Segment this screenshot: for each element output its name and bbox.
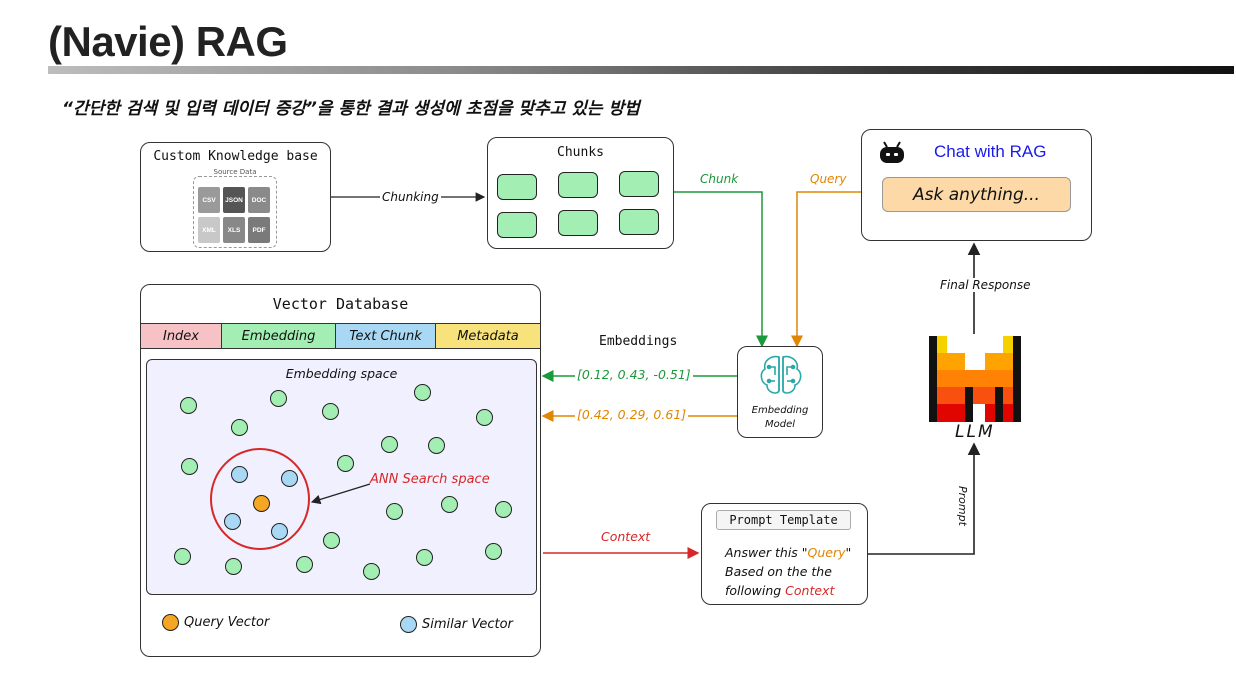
similar-vector-point [224,513,241,530]
similar-vector-point [281,470,298,487]
prompt-line-1-quote-open: " [801,545,808,560]
embedding-point [296,556,313,573]
chunk-label: Chunk [700,172,739,186]
vector-database-box: Vector Database Index Embedding Text Chu… [140,284,541,657]
chat-title: Chat with RAG [934,142,1047,161]
chunk-arrow [674,191,768,348]
embedding-point [181,458,198,475]
title-rule [48,66,1234,74]
embedding-point [476,409,493,426]
prompt-arrow [868,442,981,555]
prompt-template-title: Prompt Template [716,510,851,530]
embedding-point [363,563,380,580]
embedding-space-label: Embedding space [285,366,398,381]
embedding-model-label-2: Model [764,419,796,430]
embedding-point [414,384,431,401]
embedding-point [225,558,242,575]
chunk-item [558,172,598,198]
embedding-point [441,496,458,513]
embedding-point [337,455,354,472]
embedding-point [416,549,433,566]
chunk-item [497,174,537,200]
csv-file-icon: CSV [198,187,220,213]
embedding-point [485,543,502,560]
llm-label: LLM [955,422,995,442]
doc-file-icon: DOC [248,187,270,213]
legend-similar-marker [400,616,417,633]
embedding-point [386,503,403,520]
column-embedding: Embedding [222,324,336,348]
llm-logo [929,336,1021,422]
embedding-point [174,548,191,565]
source-data-label: Source Data [194,168,276,176]
prompt-line-3-prefix: following [725,583,786,598]
similar-vector-point [271,523,288,540]
embedding-model-box: Embedding Model [737,346,823,438]
brain-chip-icon [760,355,802,394]
embedding-model-label-1: Embedding [751,405,809,416]
query-vector-point [253,495,270,512]
prompt-template-box: Prompt Template Answer this "Query" Base… [701,503,868,605]
column-metadata: Metadata [436,324,540,348]
chunk-item [497,212,537,238]
json-file-icon: JSON [223,187,245,213]
bot-icon [880,141,904,163]
chunk-item [619,209,659,235]
prompt-line-1-prefix: Answer this [725,545,802,560]
chat-box: Chat with RAG Ask anything... [861,129,1092,241]
embedding-space: Embedding space [146,359,537,595]
embedding-point [322,403,339,420]
ann-search-label: ANN Search space [370,472,490,487]
vector-database-columns: Index Embedding Text Chunk Metadata [141,323,540,349]
column-index: Index [141,324,222,348]
similar-vector-point [231,466,248,483]
chunks-title: Chunks [557,145,604,160]
embedding-point [381,436,398,453]
chunks-box: Chunks [487,137,674,249]
pdf-file-icon: PDF [248,217,270,243]
page-title: (Navie) RAG [48,18,288,65]
query-label: Query [810,172,847,186]
legend-similar-label: Similar Vector [422,617,513,632]
xls-file-icon: XLS [223,217,245,243]
prompt-line-1-quote-close: " [845,545,852,560]
chat-input[interactable]: Ask anything... [882,177,1071,212]
embedding-point [428,437,445,454]
query-arrow [791,191,861,348]
page-subtitle: “간단한 검색 및 입력 데이터 증강”을 통한 결과 생성에 초점을 맞추고 … [62,99,640,119]
chunking-label: Chunking [380,190,441,204]
legend-query-marker [162,614,179,631]
prompt-query-highlight: Query [807,545,846,560]
embedding-vector-1: [0.12, 0.43, -0.51] [575,367,693,382]
source-data-group: Source Data CSV JSON DOC XML XLS PDF [193,168,277,248]
ann-pointer-arrow [310,483,371,505]
final-response-label: Final Response [938,278,1033,292]
prompt-line-2: Based on the the [725,564,832,579]
embeddings-label: Embeddings [599,334,678,349]
prompt-line-1: Answer this "Query" [725,545,851,560]
embedding-point [495,501,512,518]
knowledge-base-box: Custom Knowledge base Source Data CSV JS… [140,142,331,252]
embedding-point [270,390,287,407]
embedding-point [323,532,340,549]
chunk-item [558,210,598,236]
prompt-line-3: following Context [725,583,834,598]
ann-search-circle [210,448,310,550]
knowledge-base-title: Custom Knowledge base [153,149,318,164]
column-text-chunk: Text Chunk [336,324,436,348]
embedding-vector-2: [0.42, 0.29, 0.61] [575,407,689,422]
prompt-context-highlight: Context [785,583,835,598]
embedding-point [180,397,197,414]
xml-file-icon: XML [198,217,220,243]
prompt-label: Prompt [956,486,969,526]
vector-database-title: Vector Database [272,295,409,313]
legend-query-label: Query Vector [184,615,270,630]
chunk-item [619,171,659,197]
context-label: Context [601,529,651,544]
embedding-point [231,419,248,436]
